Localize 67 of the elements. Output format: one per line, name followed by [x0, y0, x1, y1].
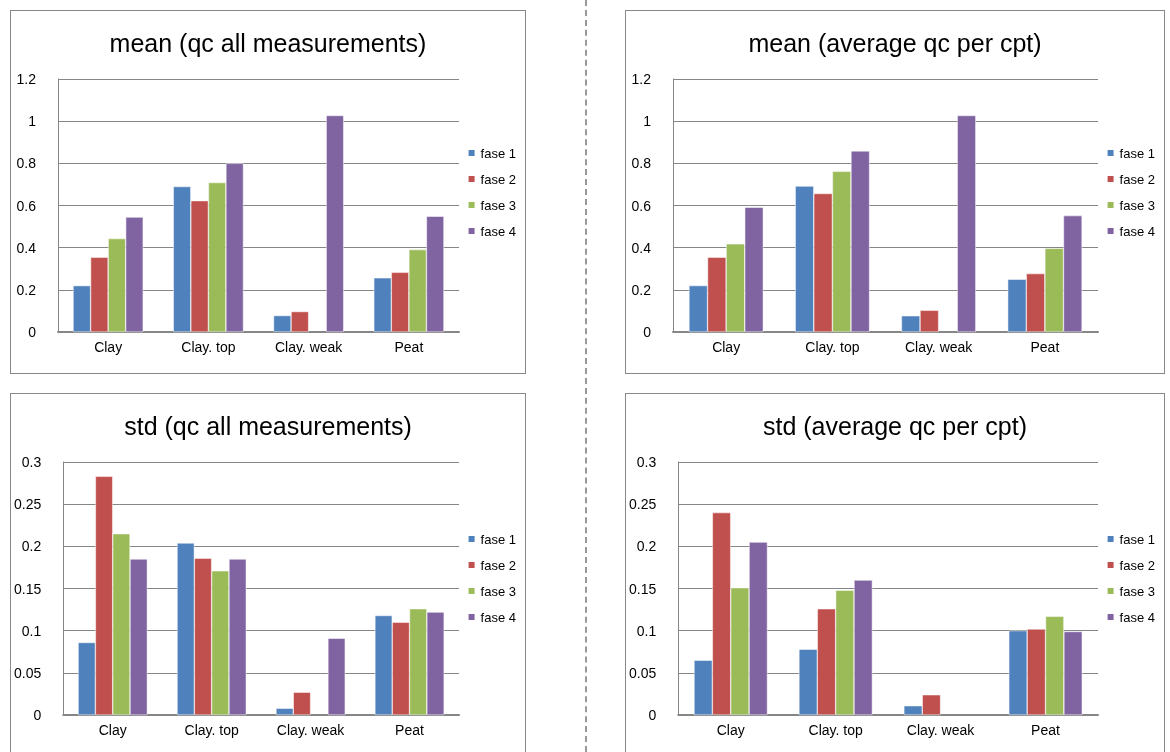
x-tick-label: Clay. weak [274, 339, 344, 355]
x-tick-label: Peat [394, 339, 424, 355]
x-tick-label: Clay. top [184, 722, 239, 738]
legend-label: fase 2 [480, 557, 517, 573]
y-tick-label: 0.2 [16, 281, 37, 298]
y-tick-label: 0.15 [14, 580, 42, 597]
y-tick-label: 0.1 [21, 622, 42, 639]
legend-label: fase 4 [480, 223, 517, 239]
x-tick-label: Peat [395, 722, 425, 738]
chart-title: std (average qc per cpt) [762, 411, 1028, 440]
y-tick-label: 0.4 [16, 239, 37, 256]
y-tick-label: 1 [643, 113, 652, 130]
bar [957, 115, 976, 332]
legend-label: fase 3 [480, 197, 517, 213]
x-tick-label: Clay [716, 722, 745, 738]
legend-label: fase 1 [1119, 145, 1156, 161]
legend-label: fase 3 [1119, 197, 1156, 213]
y-tick-label: 0.6 [631, 197, 652, 214]
y-tick-label: 0.25 [14, 496, 42, 513]
bar [326, 115, 344, 332]
y-tick-label: 0.05 [14, 664, 42, 681]
y-tick-label: 0 [28, 324, 37, 340]
x-tick-label: Clay [98, 722, 127, 738]
y-tick-label: 0.4 [631, 239, 652, 256]
legend-label: fase 1 [480, 145, 517, 161]
y-tick-label: 0.3 [636, 454, 657, 470]
x-tick-label: Clay. weak [276, 722, 346, 738]
chart-title: std (qc all measurements) [124, 411, 412, 440]
y-tick-label: 0.8 [16, 155, 37, 172]
legend-label: fase 4 [480, 609, 517, 625]
y-tick-label: 0.2 [21, 538, 42, 555]
legend-label: fase 4 [1119, 609, 1156, 625]
legend-label: fase 1 [480, 531, 517, 547]
y-tick-label: 1 [28, 113, 37, 130]
y-tick-label: 1.2 [631, 71, 652, 87]
y-tick-label: 0 [33, 707, 42, 723]
chart-title: mean (qc all measurements) [109, 28, 427, 57]
y-tick-label: 0.05 [629, 664, 657, 681]
legend-label: fase 1 [1119, 531, 1156, 547]
y-tick-label: 0.6 [16, 197, 37, 214]
legend-label: fase 3 [480, 583, 517, 599]
x-tick-label: Clay [712, 339, 741, 355]
x-tick-label: Peat [1030, 339, 1060, 355]
y-tick-label: 0.2 [631, 281, 652, 298]
x-tick-label: Clay. top [181, 339, 236, 355]
x-tick-label: Clay. weak [906, 722, 976, 738]
x-tick-label: Clay. top [808, 722, 863, 738]
x-tick-label: Clay. top [805, 339, 860, 355]
legend-label: fase 4 [1119, 223, 1156, 239]
y-tick-label: 0.1 [636, 622, 657, 639]
chart-title: mean (average qc per cpt) [748, 28, 1042, 57]
legend-label: fase 2 [480, 171, 517, 187]
y-tick-label: 0.25 [629, 496, 657, 513]
legend-label: fase 2 [1119, 557, 1156, 573]
x-tick-label: Clay. weak [904, 339, 974, 355]
y-tick-label: 1.2 [16, 71, 37, 87]
bar [327, 638, 346, 715]
legend-label: fase 2 [1119, 171, 1156, 187]
legend-label: fase 3 [1119, 583, 1156, 599]
x-tick-label: Peat [1031, 722, 1061, 738]
y-tick-label: 0.15 [629, 580, 657, 597]
y-tick-label: 0.8 [631, 155, 652, 172]
x-tick-label: Clay [94, 339, 123, 355]
y-tick-label: 0 [648, 707, 657, 723]
y-tick-label: 0.2 [636, 538, 657, 555]
y-tick-label: 0.3 [21, 454, 42, 470]
y-tick-label: 0 [643, 324, 652, 340]
